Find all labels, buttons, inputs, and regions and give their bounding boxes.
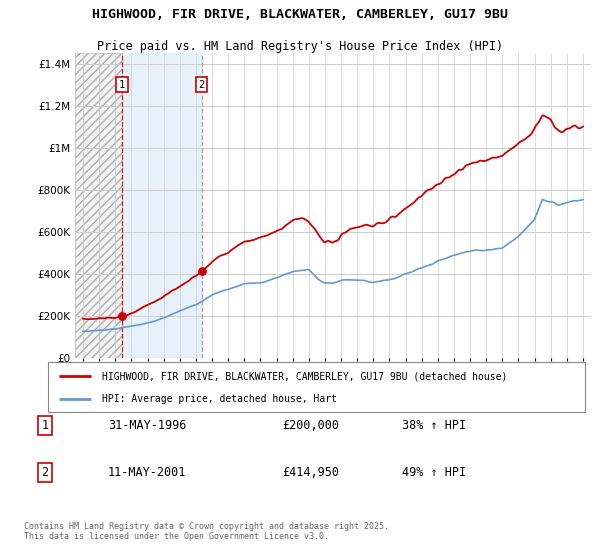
Bar (75, 53, 122, 358)
Text: 1: 1 (41, 419, 49, 432)
Text: Price paid vs. HM Land Registry's House Price Index (HPI): Price paid vs. HM Land Registry's House … (97, 40, 503, 53)
Text: £414,950: £414,950 (282, 466, 339, 479)
FancyBboxPatch shape (48, 362, 585, 412)
Text: 11-MAY-2001: 11-MAY-2001 (108, 466, 187, 479)
Point (197, 267, 206, 276)
Text: Contains HM Land Registry data © Crown copyright and database right 2025.
This d: Contains HM Land Registry data © Crown c… (24, 522, 389, 542)
Text: 38% ↑ HPI: 38% ↑ HPI (402, 419, 466, 432)
Text: £200,000: £200,000 (282, 419, 339, 432)
Text: 2: 2 (41, 466, 49, 479)
Bar (122, 53, 202, 358)
Text: 31-MAY-1996: 31-MAY-1996 (108, 419, 187, 432)
Text: 49% ↑ HPI: 49% ↑ HPI (402, 466, 466, 479)
Text: HIGHWOOD, FIR DRIVE, BLACKWATER, CAMBERLEY, GU17 9BU: HIGHWOOD, FIR DRIVE, BLACKWATER, CAMBERL… (92, 8, 508, 21)
Point (117, 312, 127, 321)
Text: HPI: Average price, detached house, Hart: HPI: Average price, detached house, Hart (102, 394, 337, 404)
Bar (75, 53, 122, 358)
Text: 2: 2 (199, 80, 205, 90)
Text: 1: 1 (119, 80, 125, 90)
Text: HIGHWOOD, FIR DRIVE, BLACKWATER, CAMBERLEY, GU17 9BU (detached house): HIGHWOOD, FIR DRIVE, BLACKWATER, CAMBERL… (102, 371, 507, 381)
